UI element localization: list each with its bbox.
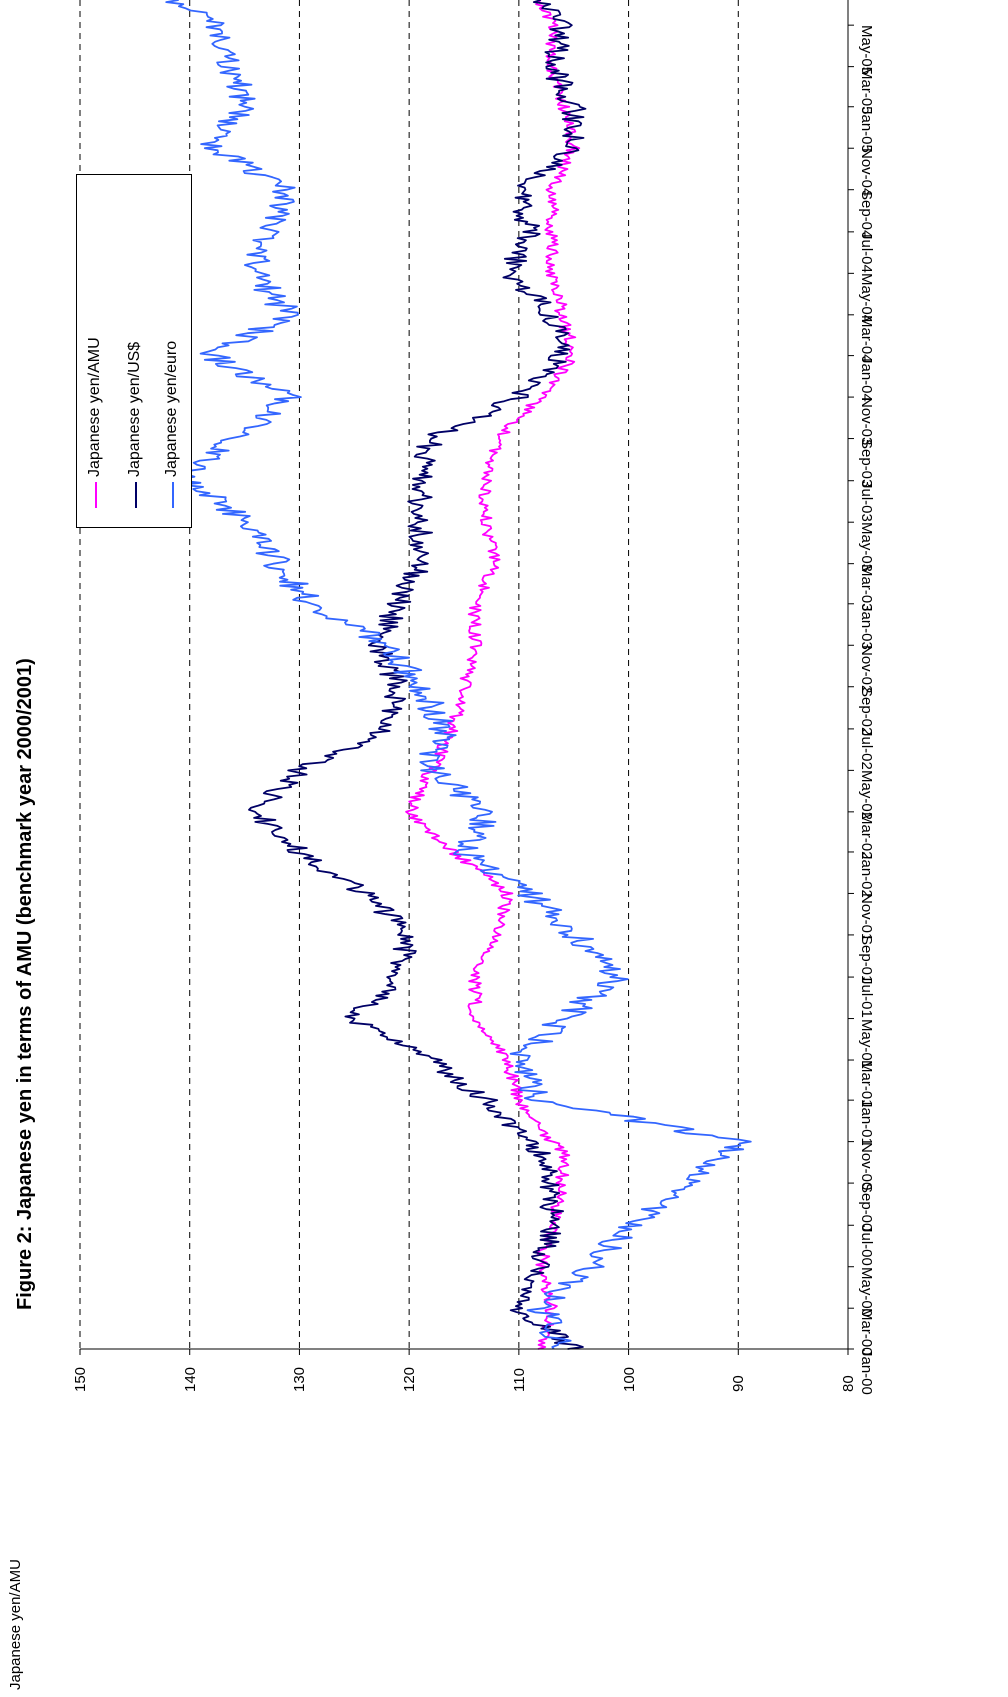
x-tick-label: Nov-04 — [858, 148, 875, 197]
x-tick-label: May-04 — [858, 273, 875, 324]
y-tick-label: 120 — [401, 1366, 419, 1392]
y-tick-label: 150 — [72, 1366, 89, 1392]
x-tick-label: May-02 — [858, 770, 875, 821]
series-line-3 — [165, 0, 752, 1350]
y-tick-label: 80 — [840, 1375, 857, 1392]
series-line-1 — [405, 0, 581, 1350]
x-tick-label: May-03 — [858, 522, 875, 573]
legend-swatch — [95, 482, 97, 508]
y-tick-label: 90 — [730, 1375, 748, 1392]
x-tick-label: May-01 — [858, 1018, 875, 1069]
x-tick-label: Sep-03 — [858, 438, 875, 487]
legend-label: Japanese yen/AMU — [86, 337, 103, 477]
x-tick-label: Sep-02 — [858, 686, 875, 736]
legend: Japanese yen/AMU Japanese yen/US$ Japanese… — [76, 174, 192, 528]
y-tick-label: 140 — [181, 1366, 199, 1392]
x-tick-label: Jan-00 — [858, 1349, 875, 1395]
x-tick-label: Nov-01 — [858, 893, 875, 942]
x-tick-label: Sep-04 — [858, 189, 875, 239]
x-tick-label: May-05 — [858, 25, 875, 76]
x-tick-label: Nov-00 — [858, 1141, 875, 1190]
x-tick-label: Sep-01 — [858, 934, 875, 984]
legend-label: Japanese yen/US$ — [126, 341, 143, 477]
legend-label: Japanese yen/euro — [163, 340, 180, 477]
x-tick-label: Jul-00 — [858, 1225, 875, 1267]
legend-swatch — [172, 482, 174, 508]
x-tick-label: May-00 — [858, 1266, 875, 1317]
x-tick-label: Nov-03 — [858, 397, 875, 446]
legend-swatch — [135, 482, 137, 508]
y-tick-label: 110 — [510, 1368, 528, 1392]
y-tick-label: 100 — [620, 1366, 638, 1392]
x-tick-label: Nov-02 — [858, 645, 875, 694]
y-tick-label: 130 — [291, 1366, 309, 1392]
